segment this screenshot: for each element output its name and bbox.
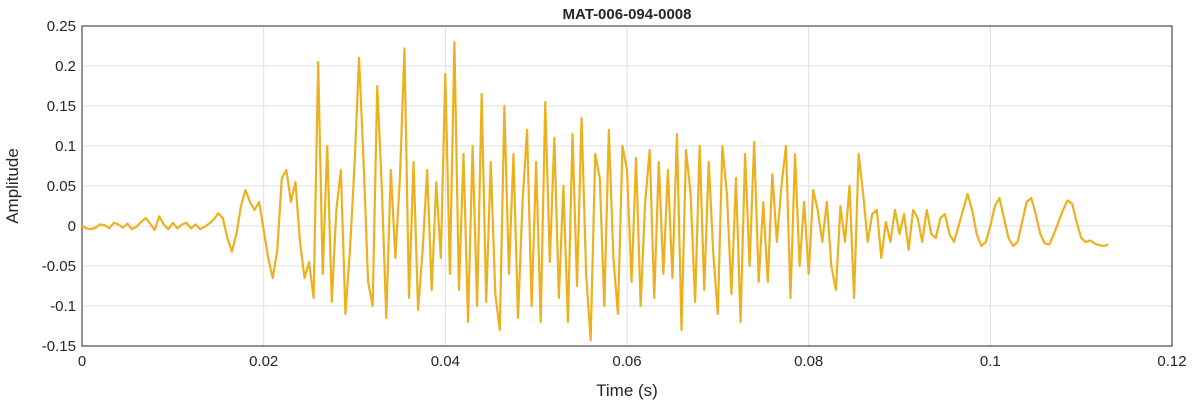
y-tick-label: -0.05 — [42, 258, 76, 275]
y-axis-label: Amplitude — [3, 148, 22, 224]
x-tick-label: 0.04 — [431, 353, 460, 370]
x-tick-label: 0.08 — [794, 353, 823, 370]
x-axis-label: Time (s) — [596, 381, 658, 400]
chart-title: MAT-006-094-0008 — [563, 6, 692, 23]
y-tick-label: -0.1 — [50, 298, 76, 315]
y-tick-label: 0.1 — [55, 138, 76, 155]
x-tick-label: 0.1 — [980, 353, 1001, 370]
y-tick-label: -0.15 — [42, 338, 76, 355]
x-tick-label: 0.06 — [612, 353, 641, 370]
x-tick-label: 0.12 — [1157, 353, 1186, 370]
y-tick-label: 0.25 — [47, 18, 76, 35]
waveform-line — [81, 40, 1109, 342]
y-tick-label: 0 — [68, 218, 76, 235]
x-tick-label: 0.02 — [249, 353, 278, 370]
x-tick-label: 0 — [78, 353, 86, 370]
axes-box — [81, 25, 1173, 347]
y-tick-label: 0.15 — [47, 98, 76, 115]
y-tick-label: 0.05 — [47, 178, 76, 195]
y-tick-label: 0.2 — [55, 58, 76, 75]
